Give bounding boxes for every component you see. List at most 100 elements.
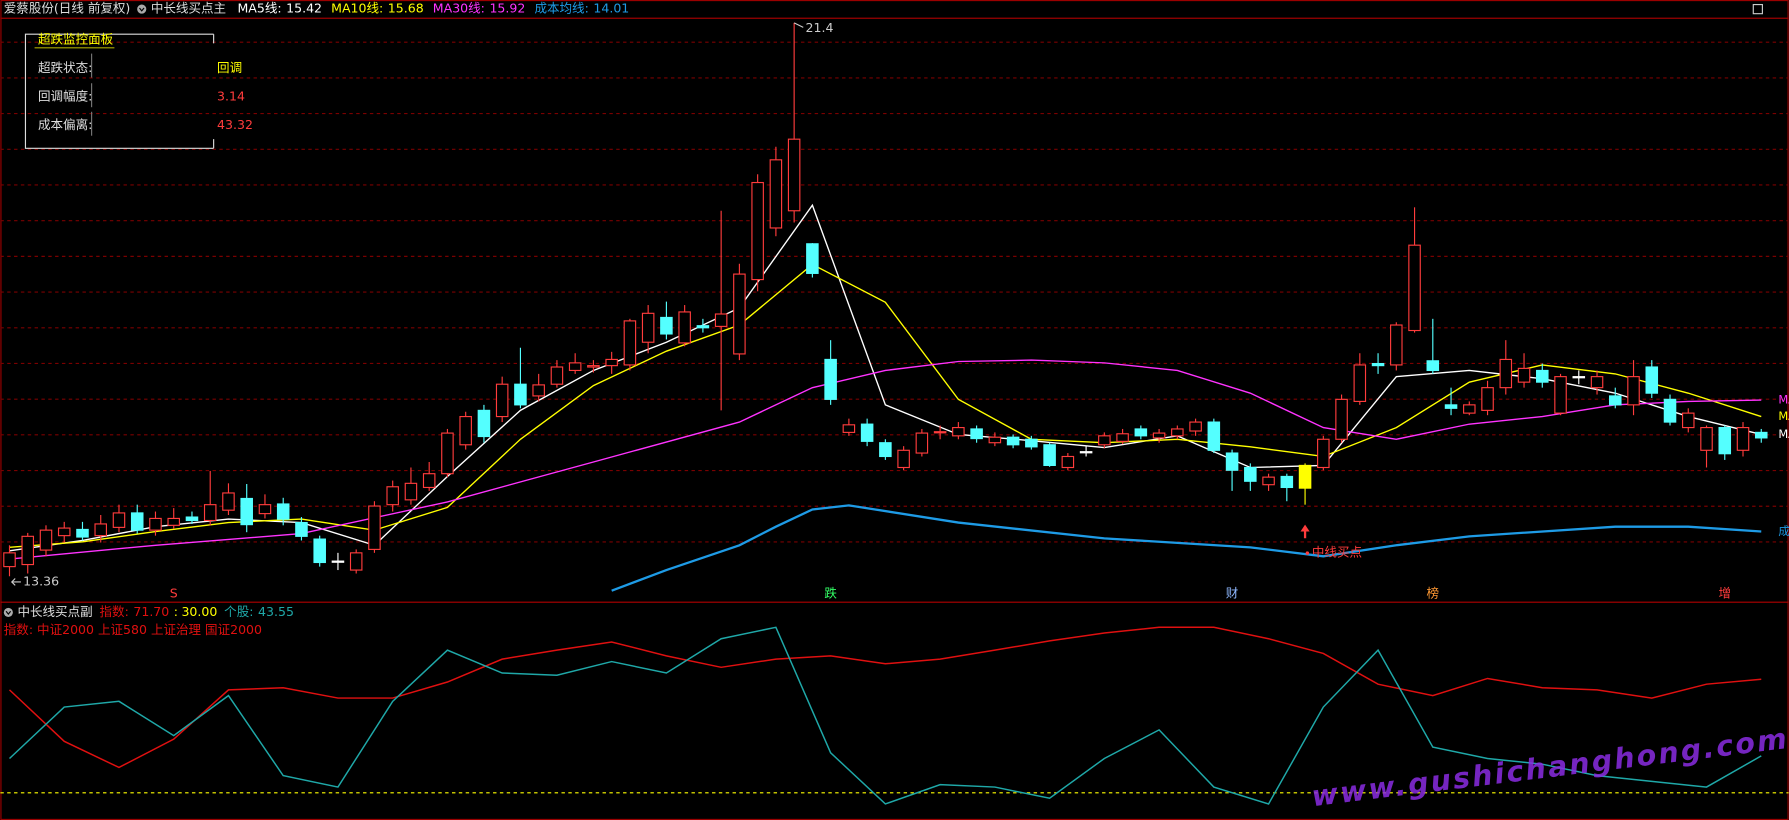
candle-body (368, 505, 381, 550)
panel-value: 回调 (217, 60, 242, 75)
candle-body (258, 504, 272, 515)
candle-body (605, 358, 618, 367)
panel-label: 超跌状态: (38, 60, 92, 75)
candle-body (1116, 433, 1129, 442)
candle-body (1390, 324, 1403, 366)
legend-value: 71.70 (133, 604, 169, 619)
candle-body (1463, 404, 1476, 414)
legend-name: 成本均线: (534, 1, 588, 16)
candle-body (1609, 395, 1622, 406)
candle-body (1152, 432, 1166, 439)
candle-body (897, 449, 910, 469)
indicator-name: 中长线买点主 (151, 1, 226, 16)
candle-body (1754, 431, 1768, 439)
panel-title: 超跌监控面板 (38, 31, 114, 46)
max-pointer (793, 22, 804, 28)
candle-body (1371, 362, 1385, 367)
menu-icon-arrow (139, 7, 145, 12)
candle-body (1061, 455, 1075, 469)
candle-body (1681, 412, 1695, 429)
candle-body (349, 552, 363, 571)
candle-body (641, 312, 655, 343)
candle-body (459, 415, 472, 446)
candle-body (1353, 364, 1367, 402)
candle-body (21, 535, 35, 566)
candle-body (149, 517, 162, 531)
buy-dot (1305, 551, 1310, 555)
legend-value: 14.01 (593, 1, 629, 16)
candle-body (222, 492, 235, 511)
candle-body (860, 423, 874, 442)
max-label: 21.4 (806, 20, 834, 35)
legend-name: 个股: (224, 604, 253, 619)
candle-body (422, 473, 436, 489)
legend-name: MA30线: (433, 1, 485, 16)
candle-body (842, 424, 856, 433)
panel-label: 成本偏离: (38, 117, 92, 132)
panel-value: 3.14 (217, 88, 245, 103)
candle-body (331, 560, 345, 563)
ma-line (611, 504, 1762, 592)
buy-arrow (1300, 524, 1310, 539)
min-label: 13.36 (23, 573, 59, 588)
candle-body (970, 428, 983, 440)
panel-value: 43.32 (217, 117, 253, 132)
sub-title: 中长线买点副 (17, 604, 92, 619)
annotation: 中线买点 (1312, 545, 1362, 560)
candle-body (933, 431, 947, 434)
candle-body (769, 159, 783, 229)
threshold-prefix: : (174, 604, 178, 619)
candle-body (3, 552, 16, 568)
indicator-line (8, 626, 1762, 805)
candle-body (915, 432, 929, 454)
legend-name: 指数: (100, 604, 129, 619)
candle-body (1444, 404, 1458, 409)
candle-body (94, 523, 108, 537)
candle-body (714, 313, 728, 327)
candle-body (1025, 438, 1038, 448)
candle-body (1207, 421, 1221, 451)
candle-body (386, 486, 399, 506)
candle-body (1280, 475, 1294, 489)
legend-name: MA10线: (331, 1, 383, 16)
indicator-line (8, 626, 1762, 769)
candle-body (1627, 376, 1640, 406)
candle-body (112, 512, 126, 528)
candle-body (130, 512, 144, 531)
candle-body (185, 516, 199, 522)
candle-body (295, 521, 308, 537)
candle-body (477, 409, 491, 438)
line-end-label: 成本均线: (1778, 524, 1789, 538)
event-marker: S (170, 586, 178, 601)
candle-body (733, 273, 746, 355)
line-end-label: MA5线: (1778, 427, 1789, 441)
candle-body (1244, 466, 1257, 482)
candle-body (57, 527, 71, 537)
candle-body (952, 427, 965, 437)
candle-body (678, 311, 691, 344)
candle-body (1189, 421, 1202, 432)
candle-body (1408, 244, 1421, 332)
candle-body (1335, 398, 1348, 440)
event-marker: 跌 (824, 586, 837, 601)
min-pointer (10, 578, 21, 586)
monitor-panel: 超跌监控面板 超跌状态: 回调 回调幅度: 3.14 成本偏离: 43.32 (24, 31, 253, 149)
candle-body (1171, 428, 1184, 437)
candle-body (1134, 428, 1148, 437)
panel-label: 回调幅度: (38, 88, 92, 103)
candle-body (696, 325, 710, 329)
threshold-label: 30.00 (181, 604, 217, 619)
candle-body (1298, 464, 1312, 489)
candle-body (1718, 427, 1732, 455)
candle-body (1700, 427, 1713, 451)
candle-body (550, 366, 564, 385)
legend-value: 15.68 (388, 1, 424, 16)
window-button[interactable] (1752, 3, 1763, 15)
candle-body (1043, 444, 1056, 467)
candle-body (313, 538, 326, 564)
candle-body (806, 243, 819, 274)
candle-body (1554, 376, 1567, 414)
